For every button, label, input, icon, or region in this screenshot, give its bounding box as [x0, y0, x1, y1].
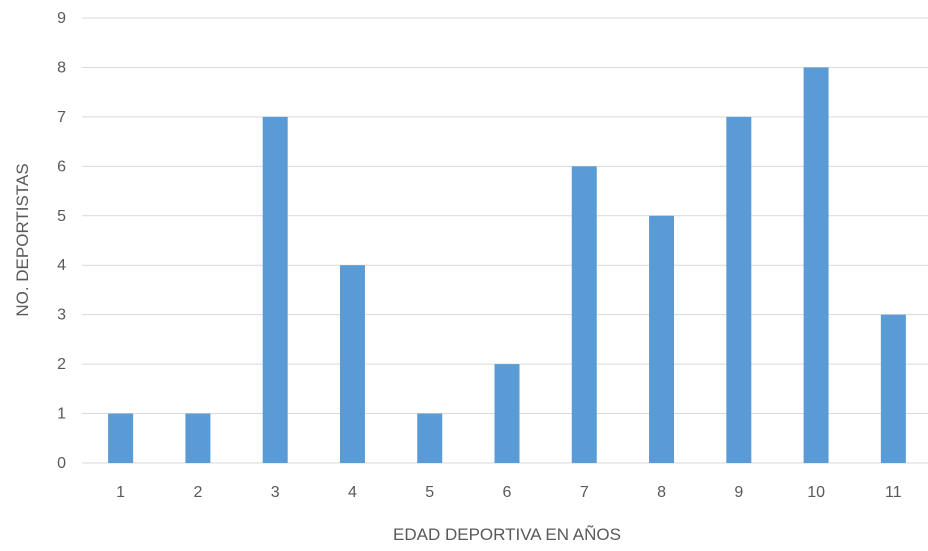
x-axis-title: EDAD DEPORTIVA EN AÑOS	[393, 525, 621, 544]
bars	[108, 67, 906, 464]
y-tick-label: 4	[57, 257, 66, 274]
gridlines	[82, 17, 928, 464]
x-tick-label: 5	[425, 484, 434, 501]
bar-6	[494, 364, 520, 463]
bar-10	[803, 67, 829, 463]
x-tick-label: 8	[657, 484, 666, 501]
bar-3	[262, 116, 288, 463]
bar-7	[571, 166, 597, 464]
bar-8	[649, 215, 675, 463]
y-tick-label: 1	[57, 406, 66, 423]
y-tick-label: 5	[57, 208, 66, 225]
y-axis-title: NO. DEPORTISTAS	[13, 163, 32, 316]
x-tick-label: 1	[116, 484, 125, 501]
x-tick-label: 6	[503, 484, 512, 501]
y-tick-label: 8	[57, 59, 66, 76]
bar-4	[339, 265, 365, 463]
x-tick-label: 2	[193, 484, 202, 501]
y-tick-label: 3	[57, 307, 66, 324]
x-tick-label: 3	[271, 484, 280, 501]
y-axis-ticks: 0 1 2 3 4 5 6 7 8 9	[57, 10, 66, 472]
y-tick-label: 6	[57, 158, 66, 175]
bar-1	[108, 413, 134, 463]
x-tick-label: 10	[807, 484, 825, 501]
y-tick-label: 7	[57, 109, 66, 126]
x-tick-label: 7	[580, 484, 589, 501]
y-tick-label: 9	[57, 10, 66, 27]
y-tick-label: 2	[57, 356, 66, 373]
x-tick-label: 11	[885, 484, 902, 501]
bar-9	[726, 116, 752, 463]
x-tick-label: 9	[734, 484, 743, 501]
x-tick-label: 4	[348, 484, 357, 501]
bar-11	[880, 314, 906, 463]
y-tick-label: 0	[57, 455, 66, 472]
x-axis-ticks: 1 2 3 4 5 6 7 8 9 10 11	[116, 484, 902, 501]
bar-2	[185, 413, 211, 463]
bar-5	[417, 413, 443, 463]
